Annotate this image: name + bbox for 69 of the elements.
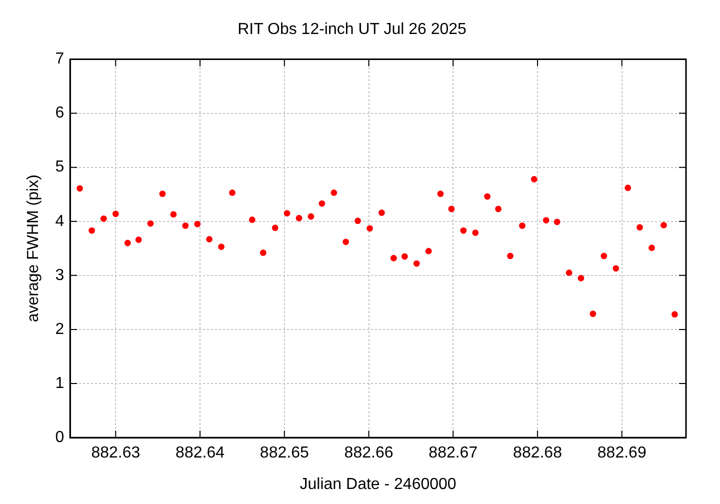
point — [390, 254, 397, 262]
point — [366, 225, 373, 232]
point — [648, 244, 655, 252]
point — [76, 185, 83, 192]
point — [330, 190, 338, 196]
point — [542, 217, 550, 224]
point — [566, 270, 572, 276]
point — [425, 248, 432, 254]
y-tick-label: 3 — [55, 266, 64, 284]
x-tick-label: 882.66 — [344, 444, 394, 462]
chart-title: RIT Obs 12-inch UT Jul 26 2025 — [238, 21, 467, 38]
point — [590, 310, 596, 318]
point — [519, 222, 526, 229]
x-tick-label: 882.63 — [91, 444, 140, 462]
point — [660, 222, 667, 228]
point — [194, 220, 201, 228]
point — [182, 222, 189, 229]
point — [284, 210, 290, 216]
y-tick-label: 7 — [55, 50, 64, 68]
point — [437, 190, 444, 198]
x-tick-label: 882.65 — [260, 444, 309, 462]
point — [124, 240, 131, 246]
y-axis-title: average FWHM (pix) — [25, 174, 42, 322]
x-tick-label: 882.69 — [597, 444, 646, 462]
x-tick-label: 882.64 — [176, 444, 225, 462]
point — [218, 244, 224, 250]
x-axis-title: Julian Date - 2460000 — [300, 476, 456, 493]
point — [484, 193, 491, 200]
point — [147, 220, 154, 227]
point — [530, 176, 538, 182]
y-tick-label: 4 — [55, 212, 64, 230]
point — [495, 206, 502, 212]
point — [342, 238, 350, 246]
point — [600, 252, 608, 260]
point — [401, 253, 408, 260]
point — [318, 200, 326, 207]
y-tick-label: 1 — [55, 374, 64, 392]
point — [554, 218, 560, 226]
point — [248, 216, 256, 223]
point — [578, 274, 584, 282]
point — [260, 250, 266, 256]
point — [413, 260, 420, 267]
point — [448, 206, 455, 212]
point — [88, 227, 95, 234]
y-tick-label: 5 — [55, 158, 64, 176]
point — [507, 252, 514, 260]
point — [159, 190, 166, 198]
x-tick-label: 882.67 — [428, 444, 478, 462]
y-tick-label: 0 — [55, 429, 64, 446]
point — [308, 213, 314, 220]
point — [112, 210, 119, 218]
point — [671, 311, 678, 318]
point — [612, 265, 620, 272]
point — [460, 227, 467, 234]
y-tick-label: 2 — [55, 320, 64, 338]
point — [354, 218, 361, 224]
point — [170, 211, 177, 218]
point — [472, 230, 479, 236]
y-tick-label: 6 — [55, 104, 64, 122]
point — [100, 215, 107, 222]
point — [206, 236, 213, 242]
point — [624, 184, 632, 192]
point — [296, 214, 302, 222]
point — [272, 224, 278, 232]
point — [229, 190, 236, 196]
point — [636, 224, 643, 231]
point — [135, 236, 142, 243]
point — [378, 210, 385, 216]
x-tick-label: 882.68 — [513, 444, 562, 462]
